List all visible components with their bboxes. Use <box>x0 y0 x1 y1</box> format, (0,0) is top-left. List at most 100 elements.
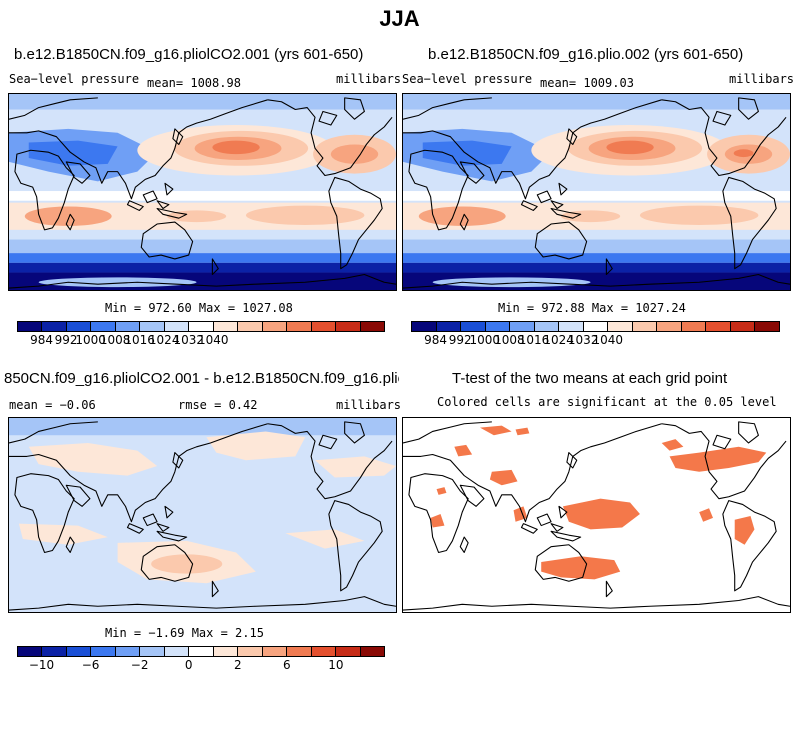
colorbar-ticks: 984 992 1000 1008 1016 1024 1032 1040 <box>17 332 385 347</box>
colorbar-swatch <box>534 322 560 331</box>
colorbar-swatch <box>66 647 92 656</box>
colorbar-swatch <box>115 647 141 656</box>
slp-difference-map <box>8 417 397 613</box>
colorbar-swatch <box>657 322 682 331</box>
minmax-bottom-left: Min = −1.69 Max = 2.15 <box>105 626 264 640</box>
colorbar-swatch <box>360 647 385 656</box>
panel-title-bottom-right: T-test of the two means at each grid poi… <box>452 370 728 387</box>
colorbar-swatch <box>42 322 67 331</box>
colorbar-swatch <box>755 322 779 331</box>
slp-map-case1 <box>8 93 397 291</box>
minmax-top-right: Min = 972.88 Max = 1027.24 <box>498 301 686 315</box>
colorbar-swatch <box>436 322 462 331</box>
significance-map <box>402 417 791 613</box>
colorbar-swatch <box>412 322 437 331</box>
colorbar-tick-label: 1040 <box>197 333 229 347</box>
colorbar-swatch <box>164 322 190 331</box>
colorbar-tick-label: 992 <box>448 333 472 347</box>
colorbar-swatch <box>510 322 535 331</box>
mean-label-top-right: mean= 1009.03 <box>540 76 634 90</box>
panel-title-bottom-left: 850CN.f09_g16.pliolCO2.001 - b.e12.B1850… <box>4 370 399 387</box>
colorbar-swatch <box>42 647 67 656</box>
colorbar-swatch <box>189 322 214 331</box>
variable-label-top-right: Sea−level pressure <box>402 72 533 86</box>
colorbar-swatches <box>17 321 385 332</box>
colorbar-tick-label: 0 <box>184 658 193 672</box>
colorbar-swatch <box>140 647 165 656</box>
colorbar-swatch <box>238 322 263 331</box>
colorbar-top-left: 984 992 1000 1008 1016 1024 1032 1040 <box>17 321 385 347</box>
colorbar-swatch <box>189 647 214 656</box>
colorbar-swatch <box>18 322 43 331</box>
colorbar-swatches <box>17 646 385 657</box>
colorbar-swatch <box>213 322 239 331</box>
colorbar-swatch <box>213 647 239 656</box>
colorbar-swatch <box>336 322 361 331</box>
significant-cells <box>430 425 767 580</box>
colorbar-swatch <box>287 322 312 331</box>
colorbar-ticks: 984 992 1000 1008 1016 1024 1032 1040 <box>411 332 780 347</box>
slp-map-case2 <box>402 93 791 291</box>
colorbar-swatch <box>485 322 511 331</box>
colorbar-tick-label: 2 <box>233 658 242 672</box>
colorbar-swatch <box>262 647 288 656</box>
colorbar-tick-label: 1040 <box>592 333 624 347</box>
rmse-label-bottom-left: rmse = 0.42 <box>178 398 258 412</box>
units-label-bottom-left: millibars <box>336 398 402 412</box>
panel-title-top-left: b.e12.B1850CN.f09_g16.pliolCO2.001 (yrs … <box>14 46 364 63</box>
colorbar-swatch <box>311 322 337 331</box>
colorbar-tick-label: 1008 <box>99 333 131 347</box>
colorbar-tick-label: −6 <box>81 658 100 672</box>
panel-title-top-right: b.e12.B1850CN.f09_g16.plio.002 (yrs 601-… <box>428 46 744 63</box>
colorbar-swatch <box>115 322 141 331</box>
variable-label-top-left: Sea−level pressure <box>9 72 140 86</box>
colorbar-swatch <box>91 322 116 331</box>
colorbar-swatch <box>559 322 584 331</box>
colorbar-tick-label: −10 <box>28 658 55 672</box>
colorbar-swatch <box>164 647 190 656</box>
mean-label-bottom-left: mean = −0.06 <box>9 398 96 412</box>
colorbar-swatches <box>411 321 780 332</box>
colorbar-tick-label: 1000 <box>469 333 501 347</box>
colorbar-swatch <box>681 322 707 331</box>
colorbar-tick-label: 10 <box>328 658 344 672</box>
units-label-top-left: millibars <box>336 72 402 86</box>
colorbar-ticks: −10 −6 −2 0 2 6 10 <box>17 657 385 672</box>
colorbar-swatch <box>287 647 312 656</box>
colorbar-tick-label: 1024 <box>543 333 574 347</box>
colorbar-tick-label: 992 <box>54 333 78 347</box>
minmax-top-left: Min = 972.60 Max = 1027.08 <box>105 301 293 315</box>
mean-label-top-left: mean= 1008.98 <box>147 76 241 90</box>
colorbar-tick-label: 1024 <box>148 333 180 347</box>
colorbar-tick-label: 984 <box>30 333 53 347</box>
colorbar-tick-label: 1016 <box>124 333 155 347</box>
colorbar-swatch <box>91 647 116 656</box>
colorbar-swatch <box>583 322 609 331</box>
colorbar-swatch <box>262 322 288 331</box>
colorbar-tick-label: 6 <box>283 658 291 672</box>
figure-title: JJA <box>379 6 420 31</box>
colorbar-swatch <box>608 322 633 331</box>
colorbar-swatch <box>461 322 486 331</box>
colorbar-tick-label: 1032 <box>567 333 599 347</box>
colorbar-swatch <box>311 647 337 656</box>
colorbar-top-right: 984 992 1000 1008 1016 1024 1032 1040 <box>411 321 780 347</box>
colorbar-tick-label: 984 <box>424 333 448 347</box>
colorbar-swatch <box>360 322 385 331</box>
colorbar-tick-label: −2 <box>130 658 149 672</box>
colorbar-tick-label: 1000 <box>75 333 106 347</box>
colorbar-swatch <box>336 647 361 656</box>
colorbar-tick-label: 1008 <box>494 333 525 347</box>
colorbar-tick-label: 1032 <box>173 333 204 347</box>
colorbar-swatch <box>238 647 263 656</box>
subtitle-bottom-right: Colored cells are significant at the 0.0… <box>437 395 777 409</box>
colorbar-swatch <box>730 322 756 331</box>
colorbar-swatch <box>140 322 165 331</box>
colorbar-bottom-left: −10 −6 −2 0 2 6 10 <box>17 646 385 672</box>
units-label-top-right: millibars <box>729 72 795 86</box>
colorbar-swatch <box>18 647 43 656</box>
colorbar-swatch <box>632 322 658 331</box>
colorbar-tick-label: 1016 <box>518 333 550 347</box>
colorbar-swatch <box>66 322 92 331</box>
colorbar-swatch <box>706 322 731 331</box>
